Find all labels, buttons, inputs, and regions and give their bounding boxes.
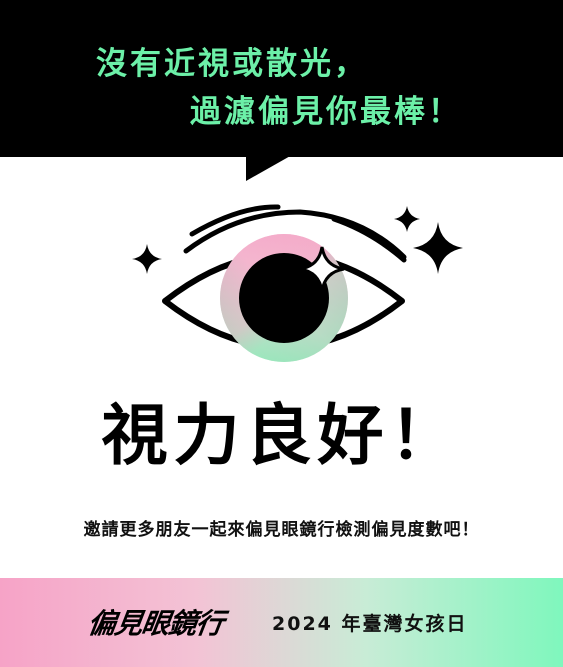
speech-banner: 沒有近視或散光， 過濾偏見你最棒！ bbox=[0, 0, 563, 157]
sparkle-icon bbox=[299, 246, 345, 292]
footer: 偏見眼鏡行 2024 年臺灣女孩日 bbox=[0, 578, 563, 667]
sparkle-icon bbox=[394, 206, 420, 232]
banner-line-2: 過濾偏見你最棒！ bbox=[190, 94, 462, 130]
event-label: 2024 年臺灣女孩日 bbox=[272, 613, 468, 635]
sparkle-icon bbox=[413, 222, 463, 274]
sparkle-icon bbox=[132, 244, 162, 274]
brand-logo: 偏見眼鏡行 bbox=[85, 607, 226, 640]
invite-text: 邀請更多朋友一起來偏見眼鏡行檢測偏見度數吧！ bbox=[83, 520, 480, 540]
pupil bbox=[239, 253, 329, 343]
eyebrow-arc bbox=[183, 209, 407, 260]
banner-line-1: 沒有近視或散光， bbox=[96, 46, 368, 82]
result-title: 視力良好！ bbox=[101, 397, 462, 474]
